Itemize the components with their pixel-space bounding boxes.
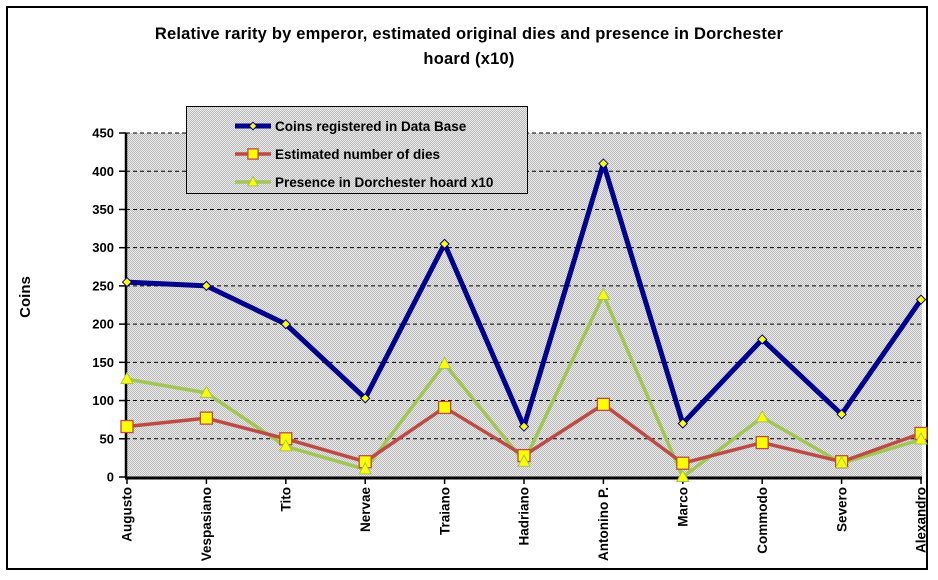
data-point-triangle bbox=[914, 431, 928, 445]
x-tick-label: Antonino P. bbox=[596, 487, 611, 561]
y-tick-label: 400 bbox=[92, 164, 114, 179]
data-point-triangle bbox=[278, 438, 293, 452]
chart-title: Relative rarity by emperor, estimated or… bbox=[154, 25, 784, 68]
data-point-triangle bbox=[120, 371, 134, 385]
x-tick-label: Traiano bbox=[437, 487, 452, 535]
data-point-diamond bbox=[248, 121, 258, 131]
data-point-diamond bbox=[756, 334, 768, 345]
y-tick-label: 350 bbox=[92, 202, 114, 217]
data-point-diamond bbox=[518, 421, 530, 432]
legend-label: Coins registered in Data Base bbox=[275, 118, 467, 134]
data-point-diamond bbox=[359, 393, 371, 404]
data-point-diamond bbox=[280, 318, 292, 330]
data-point-triangle bbox=[596, 287, 611, 301]
x-tick-label: Hadriano bbox=[517, 487, 532, 546]
data-point-square bbox=[596, 397, 611, 412]
data-point-triangle bbox=[247, 175, 259, 187]
x-tick-label: Severo bbox=[834, 487, 849, 532]
y-tick-label: 250 bbox=[92, 278, 114, 293]
legend-label: Presence in Dorchester hoard x10 bbox=[275, 174, 494, 190]
x-tick-label: Marco bbox=[676, 487, 691, 527]
data-point-triangle bbox=[755, 409, 770, 423]
data-point-square bbox=[437, 400, 452, 415]
legend-line-triangle-icon bbox=[233, 174, 273, 190]
y-tick-label: 300 bbox=[92, 240, 114, 255]
data-point-diamond bbox=[836, 409, 847, 420]
legend-line-square-icon bbox=[233, 146, 273, 162]
x-tick-label: Commodo bbox=[755, 487, 770, 554]
data-point-triangle bbox=[358, 461, 373, 475]
y-tick-label: 0 bbox=[107, 470, 114, 485]
legend-marker-diamond bbox=[235, 121, 271, 131]
data-point-triangle bbox=[834, 455, 849, 469]
legend-item-dorchester-presence: Presence in Dorchester hoard x10 bbox=[187, 168, 527, 196]
y-tick-label: 150 bbox=[92, 355, 114, 370]
data-point-square bbox=[247, 148, 259, 160]
data-point-square bbox=[199, 411, 214, 425]
data-point-triangle bbox=[199, 385, 214, 398]
legend-marker-triangle bbox=[235, 175, 271, 187]
legend-item-estimated-dies: Estimated number of dies bbox=[187, 140, 527, 168]
legend-item-coins-registered: Coins registered in Data Base bbox=[187, 112, 527, 140]
legend-line-diamond-icon bbox=[233, 118, 273, 134]
x-tick-label: Tito bbox=[279, 487, 294, 512]
data-point-square bbox=[120, 419, 134, 434]
chart-border bbox=[6, 6, 928, 570]
data-point-diamond bbox=[439, 238, 450, 250]
y-tick-label: 200 bbox=[92, 317, 114, 332]
legend-label: Estimated number of dies bbox=[275, 146, 441, 162]
legend-marker-square bbox=[235, 148, 271, 160]
legend: Coins registered in Data Base Estimated … bbox=[186, 106, 528, 194]
x-tick-label: Alexandro bbox=[914, 487, 929, 553]
data-point-diamond bbox=[121, 276, 133, 288]
data-point-square bbox=[755, 435, 769, 450]
data-point-square bbox=[676, 456, 690, 470]
data-point-triangle bbox=[675, 469, 690, 482]
data-point-triangle bbox=[437, 356, 452, 369]
y-tick-label: 450 bbox=[92, 126, 114, 141]
data-point-triangle bbox=[517, 454, 531, 467]
data-point-diamond bbox=[677, 418, 689, 429]
y-tick-label: 100 bbox=[92, 393, 114, 408]
data-point-diamond bbox=[201, 280, 212, 292]
x-tick-label: Nervae bbox=[358, 487, 373, 533]
data-point-diamond bbox=[915, 294, 927, 305]
data-point-diamond bbox=[598, 158, 609, 169]
x-tick-label: Augusto bbox=[120, 487, 135, 542]
y-tick-label: 50 bbox=[100, 431, 114, 446]
x-tick-label: Vespasiano bbox=[199, 487, 214, 561]
